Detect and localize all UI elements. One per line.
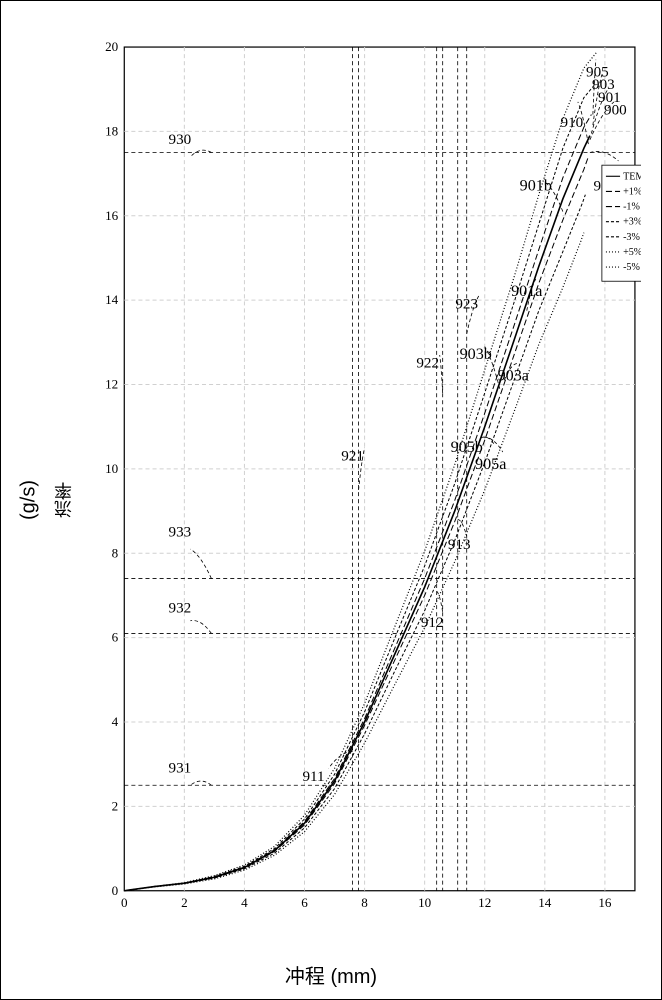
leader-912 — [437, 591, 443, 612]
series-901b — [124, 157, 588, 891]
ref-label-910: 910 — [561, 115, 584, 131]
legend: TEMP* +1% -1% +3% -3% +5% -5% — [602, 165, 641, 281]
x-tick-label: 16 — [598, 895, 612, 910]
ref-label-922: 922 — [416, 356, 439, 372]
x-tick-label: 8 — [361, 895, 368, 910]
y-tick-label: 14 — [105, 292, 119, 307]
y-tick-label: 20 — [105, 41, 119, 54]
y-tick-label: 4 — [112, 714, 119, 729]
x-tick-label: 2 — [181, 895, 188, 910]
ref-label-932: 932 — [169, 600, 192, 616]
x-axis-label: 冲程 (mm) — [285, 960, 377, 989]
ref-label-921: 921 — [341, 448, 364, 464]
legend-label: +1% — [623, 186, 641, 197]
legend-label: +5% — [623, 247, 641, 258]
y-tick-label: 16 — [105, 208, 119, 223]
leader-930 — [190, 150, 211, 157]
y-tick-label: 18 — [105, 123, 119, 138]
ref-label-900: 900 — [604, 103, 627, 119]
ref-label-913: 913 — [448, 537, 471, 553]
leader-922 — [440, 355, 443, 393]
plot-area: 0246810121416024681012141618209059039019… — [96, 41, 641, 919]
legend-label: -5% — [623, 262, 640, 273]
ref-label-901b: 901b — [520, 177, 552, 194]
y-tick-label: 12 — [105, 377, 118, 392]
y-axis-label-unit: (g/s) — [18, 480, 41, 520]
ref-label-933: 933 — [169, 524, 192, 540]
y-tick-label: 2 — [112, 798, 119, 813]
leader-932 — [190, 620, 211, 633]
ref-label-930: 930 — [169, 132, 192, 148]
legend-label: -1% — [623, 202, 640, 213]
x-tick-label: 10 — [418, 895, 432, 910]
ref-label-931: 931 — [169, 761, 192, 777]
ref-label-911: 911 — [302, 769, 324, 785]
ref-label-903b: 903b — [460, 346, 492, 363]
ref-label-905a: 905a — [475, 456, 506, 473]
legend-label: -3% — [623, 232, 640, 243]
x-tick-label: 6 — [301, 895, 308, 910]
legend-label: TEMP* — [623, 171, 641, 182]
series-901a — [124, 115, 591, 891]
legend-label: +3% — [623, 217, 641, 228]
x-tick-label: 14 — [538, 895, 552, 910]
leader-931 — [190, 781, 211, 785]
ref-label-923: 923 — [455, 297, 478, 313]
ref-label-905b: 905b — [451, 439, 483, 456]
y-tick-label: 6 — [112, 630, 119, 645]
y-tick-label: 0 — [112, 883, 119, 898]
series-900 — [124, 136, 590, 891]
series-903a — [124, 85, 594, 891]
ref-label-912: 912 — [421, 615, 444, 631]
chart-svg: 0246810121416024681012141618209059039019… — [96, 41, 641, 919]
figure-container: 流率 (g/s) 冲程 (mm) 0 2 4 6 8 10 12 14 16 0 2 4 6 8 10 12 1… — [0, 0, 662, 1000]
series-905b — [124, 233, 584, 891]
x-tick-label: 12 — [478, 895, 491, 910]
ref-label-901a: 901a — [511, 283, 542, 300]
x-tick-label: 4 — [241, 895, 248, 910]
y-tick-label: 8 — [112, 545, 119, 560]
leader-933 — [190, 549, 211, 579]
y-axis-label-cjk: 流率 — [51, 482, 77, 518]
ref-label-903a: 903a — [498, 367, 529, 384]
y-tick-label: 10 — [105, 461, 119, 476]
x-tick-label: 0 — [121, 895, 128, 910]
